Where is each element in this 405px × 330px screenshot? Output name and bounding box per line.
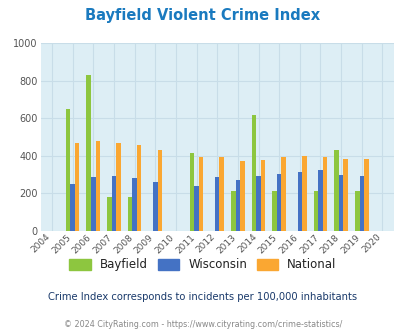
Text: © 2024 CityRating.com - https://www.cityrating.com/crime-statistics/: © 2024 CityRating.com - https://www.city… [64,320,341,329]
Bar [251,115,256,231]
Bar [214,177,219,231]
Bar [153,182,157,231]
Bar [343,159,347,231]
Bar [230,191,235,231]
Bar [239,161,244,231]
Bar [276,174,281,231]
Bar [116,143,120,231]
Bar [128,197,132,231]
Bar [198,157,203,231]
Bar [301,156,306,231]
Bar [297,172,301,231]
Text: Crime Index corresponds to incidents per 100,000 inhabitants: Crime Index corresponds to incidents per… [48,292,357,302]
Bar [66,109,70,231]
Bar [256,176,260,231]
Bar [194,186,198,231]
Bar [363,159,368,231]
Bar [322,157,326,231]
Text: Bayfield Violent Crime Index: Bayfield Violent Crime Index [85,8,320,23]
Bar [107,197,111,231]
Legend: Bayfield, Wisconsin, National: Bayfield, Wisconsin, National [69,258,336,271]
Bar [219,157,224,231]
Bar [136,145,141,231]
Bar [189,153,194,231]
Bar [354,190,359,231]
Bar [272,191,276,231]
Bar [91,178,95,231]
Bar [70,184,75,231]
Bar [95,142,100,231]
Bar [111,177,116,231]
Bar [359,176,363,231]
Bar [75,143,79,231]
Bar [86,75,91,231]
Bar [313,190,318,231]
Bar [333,150,338,231]
Bar [235,180,239,231]
Bar [338,175,343,231]
Bar [281,157,285,231]
Bar [260,159,265,231]
Bar [132,178,136,231]
Bar [157,150,162,231]
Bar [318,170,322,231]
